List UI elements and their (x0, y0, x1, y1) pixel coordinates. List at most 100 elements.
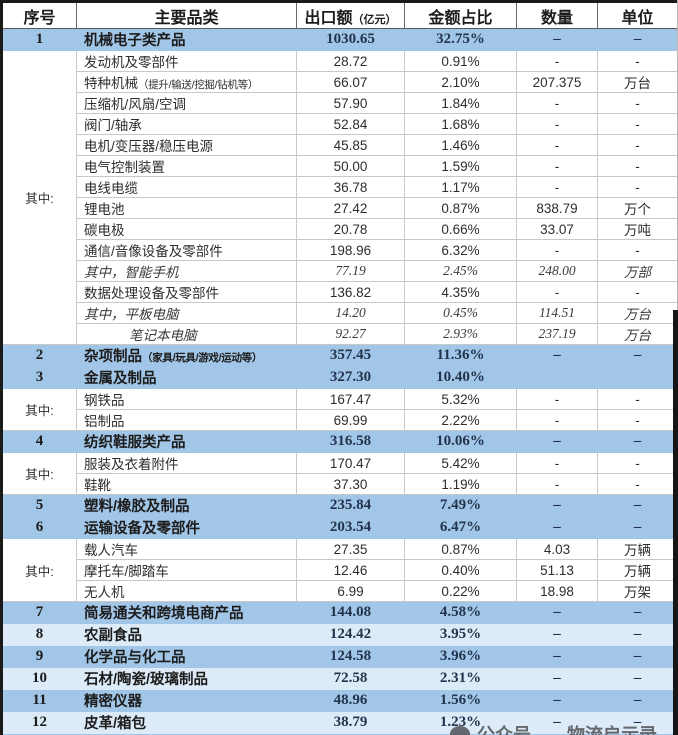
cell-quantity: – (517, 646, 598, 668)
category-name: 锂电池 (84, 202, 125, 217)
header-row: 序号 主要品类 出口额（亿元） 金额占比 数量 单位 (3, 3, 678, 29)
category-name: 简易通关和跨境电商产品 (84, 606, 244, 622)
cell-share: 1.19% (405, 474, 517, 495)
category-name: 钢铁品 (84, 393, 125, 408)
cell-serial: 4 (3, 431, 77, 453)
table-header: 序号 主要品类 出口额（亿元） 金额占比 数量 单位 (3, 3, 678, 29)
table-row: 12 皮革/箱包 38.79 1.23% – – (3, 712, 678, 734)
cell-serial: 3 (3, 367, 77, 389)
cell-unit: - (598, 156, 678, 177)
table-row: 其中: 服装及衣着附件 170.47 5.42% - - (3, 453, 678, 495)
cell-category: 特种机械（提升/输送/挖掘/钻机等） (77, 72, 297, 93)
cell-category: 机械电子类产品 (77, 29, 297, 51)
column-header-1: 主要品类 (77, 3, 297, 29)
table-row: 9 化学品与化工品 124.58 3.96% – – (3, 646, 678, 668)
cell-export-value: 48.96 (297, 690, 405, 712)
category-name: 阀门/轴承 (84, 118, 142, 133)
table-row: 通信/音像设备及零部件 198.96 6.32% - - (3, 240, 678, 261)
cell-unit: – (598, 624, 678, 646)
cell-export-value: 28.72 (297, 51, 405, 72)
category-name: 电机/变压器/稳压电源 (84, 139, 214, 154)
cell-export-value: 69.99 (297, 410, 405, 431)
cell-unit: – (598, 668, 678, 690)
cell-category: 碳电极 (77, 219, 297, 240)
cell-export-value: 316.58 (297, 431, 405, 453)
cell-share: 4.58% (405, 602, 517, 624)
cell-category: 简易通关和跨境电商产品 (77, 602, 297, 624)
cell-export-value: 170.47 (297, 453, 405, 474)
cell-quantity: - (517, 93, 598, 114)
cell-unit: – (598, 602, 678, 624)
cell-quantity: – (517, 29, 598, 51)
table-row: 其中，平板电脑 14.20 0.45% 114.51 万台 (3, 303, 678, 324)
cell-category: 载人汽车 (77, 539, 297, 560)
cell-share: 10.06% (405, 431, 517, 453)
cell-category: 发动机及零部件 (77, 51, 297, 72)
cell-unit: - (598, 51, 678, 72)
table-row: 电气控制装置 50.00 1.59% - - (3, 156, 678, 177)
cell-share: 0.87% (405, 539, 517, 560)
cell-share: 3.95% (405, 624, 517, 646)
cell-share: 0.40% (405, 560, 517, 581)
column-header-4: 数量 (517, 3, 598, 29)
cell-export-value: 136.82 (297, 282, 405, 303)
category-name: 通信/音像设备及零部件 (84, 244, 223, 259)
cell-share: 6.47% (405, 517, 517, 539)
cell-quantity: – (517, 602, 598, 624)
cell-category: 摩托车/脚踏车 (77, 560, 297, 581)
table-row: 其中: 载人汽车 27.35 0.87% 4.03 万辆 (3, 539, 678, 602)
cell-unit: - (598, 389, 678, 410)
cell-export-value: 144.08 (297, 602, 405, 624)
cell-category: 石材/陶瓷/玻璃制品 (77, 668, 297, 690)
cell-unit: 万辆 (598, 539, 678, 560)
cell-share: 11.36% (405, 345, 517, 367)
category-name: 农副食品 (84, 628, 142, 644)
cell-export-value: 27.42 (297, 198, 405, 219)
cell-export-value: 27.35 (297, 539, 405, 560)
cell-quantity: 51.13 (517, 560, 598, 581)
category-name: 鞋靴 (84, 478, 111, 493)
cell-quantity: - (517, 453, 598, 474)
category-name: 机械电子类产品 (84, 33, 186, 49)
row-group-label: 其中: (3, 51, 77, 345)
cell-category: 电机/变压器/稳压电源 (77, 135, 297, 156)
category-note: （提升/输送/挖掘/钻机等） (138, 79, 259, 91)
category-name: 精密仪器 (84, 694, 142, 710)
table-row: 其中: 发动机及零部件 28.72 0.91% - - (3, 51, 678, 345)
column-header-0: 序号 (3, 3, 77, 29)
cell-quantity: 4.03 (517, 539, 598, 560)
cell-share: 1.68% (405, 114, 517, 135)
table-row: 无人机 6.99 0.22% 18.98 万架 (3, 581, 678, 602)
cell-unit: – (598, 29, 678, 51)
cell-serial: 5 (3, 495, 77, 517)
cell-export-value: 72.58 (297, 668, 405, 690)
cell-unit: 万台 (598, 72, 678, 93)
table-row: 2 杂项制品（家具/玩具/游戏/运动等） 357.45 11.36% – – (3, 345, 678, 367)
cell-quantity: – (517, 668, 598, 690)
cell-quantity (517, 367, 598, 389)
table-row: 5 塑料/橡胶及制品 235.84 7.49% – – (3, 495, 678, 517)
category-name: 运输设备及零部件 (84, 521, 200, 537)
category-name: 碳电极 (84, 223, 125, 238)
watermark-text: 公众号——物流启示录 (477, 725, 657, 735)
cell-unit: 万部 (598, 261, 678, 282)
cell-unit: 万台 (598, 303, 678, 324)
export-categories-table: 序号 主要品类 出口额（亿元） 金额占比 数量 单位 1 机械电子类产品 1030.65 32.… (3, 3, 678, 735)
cell-category: 皮革/箱包 (77, 712, 297, 734)
column-header-3: 金额占比 (405, 3, 517, 29)
table-row: 4 纺织鞋服类产品 316.58 10.06% – – (3, 431, 678, 453)
cell-quantity: – (517, 495, 598, 517)
cell-serial: 6 (3, 517, 77, 539)
cell-category: 电线电缆 (77, 177, 297, 198)
cell-category: 钢铁品 (77, 389, 297, 410)
category-name: 石材/陶瓷/玻璃制品 (84, 672, 209, 688)
table-row: 3 金属及制品 327.30 10.40% (3, 367, 678, 389)
cell-export-value: 357.45 (297, 345, 405, 367)
cell-share: 1.46% (405, 135, 517, 156)
cell-export-value: 12.46 (297, 560, 405, 581)
category-name: 铝制品 (84, 414, 125, 429)
cell-serial: 10 (3, 668, 77, 690)
category-name: 数据处理设备及零部件 (84, 286, 219, 301)
table-row: 特种机械（提升/输送/挖掘/钻机等） 66.07 2.10% 207.375 万台 (3, 72, 678, 93)
cell-serial: 8 (3, 624, 77, 646)
